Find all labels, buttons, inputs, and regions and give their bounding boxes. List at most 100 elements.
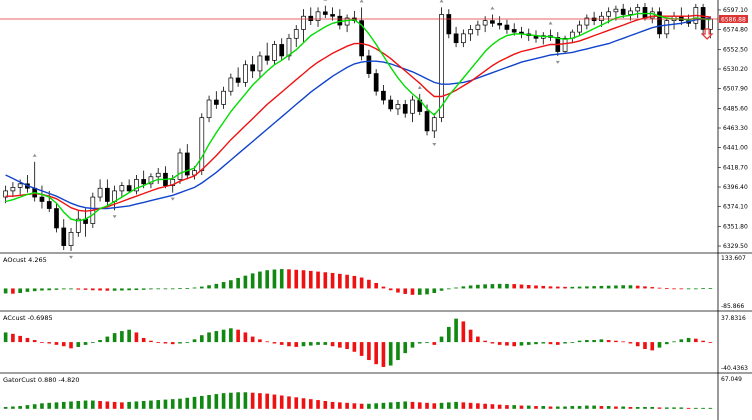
fractal-down-icon — [112, 215, 117, 219]
ma-fast-line — [5, 12, 711, 222]
histogram-bar — [40, 342, 44, 343]
fractal-down-icon — [170, 197, 175, 201]
candle-body — [395, 104, 401, 110]
histogram-bar — [425, 342, 429, 343]
candle — [475, 20, 481, 36]
histogram-bar — [250, 273, 255, 289]
histogram-bar — [69, 288, 73, 290]
candle — [279, 38, 285, 61]
histogram-bar — [47, 288, 52, 291]
histogram-bar — [272, 394, 277, 409]
candle-body — [439, 14, 444, 119]
histogram-bar — [112, 333, 117, 343]
histogram-bar — [410, 401, 415, 409]
histogram-bar — [505, 283, 509, 289]
gator-histogram — [3, 392, 713, 409]
candle — [228, 73, 234, 96]
histogram-bar — [476, 336, 480, 343]
candle — [272, 40, 277, 65]
histogram-bar — [672, 288, 676, 290]
histogram-bar — [381, 286, 386, 289]
histogram-bar — [585, 405, 589, 409]
main-price-chart[interactable] — [0, 0, 718, 259]
candle-body — [431, 117, 437, 132]
candle-body — [584, 17, 590, 26]
candle — [395, 100, 401, 116]
price-tick-label: 6507.90 — [723, 86, 748, 93]
histogram-bar — [18, 335, 22, 343]
ao-oscillator-panel[interactable]: AOcust 4.265 133.607 -85.866 — [3, 255, 746, 310]
candle — [322, 5, 328, 18]
histogram-bar — [468, 402, 473, 409]
candle-body — [170, 179, 176, 186]
histogram-bar — [606, 340, 611, 343]
histogram-bar — [701, 407, 705, 409]
ao-max-label: 133.607 — [721, 255, 746, 262]
price-tick-label: 6530.20 — [723, 66, 748, 73]
price-tick-labels: 6597.10 6574.80 6552.50 6530.20 6507.90 6485.… — [718, 7, 748, 250]
price-tick-label: 6418.70 — [723, 164, 748, 171]
histogram-bar — [490, 284, 495, 289]
ao-label: AOcust 4.265 — [3, 256, 47, 264]
ac-oscillator-panel[interactable]: ACcust -0.6985 37.8316 -40.4363 — [3, 314, 748, 372]
candle — [148, 173, 154, 189]
histogram-bar — [374, 403, 378, 409]
candle-body — [606, 11, 612, 17]
histogram-bar — [287, 269, 291, 289]
histogram-bar — [32, 340, 37, 343]
histogram-bar — [447, 288, 451, 290]
candle — [75, 210, 81, 237]
histogram-bar — [679, 407, 684, 409]
sell-arrow — [700, 28, 714, 40]
histogram-bar — [621, 341, 625, 343]
histogram-bar — [570, 286, 575, 289]
histogram-bar — [650, 287, 655, 289]
histogram-bar — [192, 339, 197, 343]
histogram-bar — [606, 406, 611, 409]
candle — [184, 144, 190, 180]
candle-body — [322, 11, 328, 15]
candle — [664, 17, 670, 39]
histogram-bar — [497, 342, 502, 345]
candle-body — [293, 29, 299, 39]
histogram-bar — [279, 342, 284, 345]
candle-body — [402, 104, 408, 114]
histogram-bar — [461, 402, 466, 409]
price-axis[interactable]: 6597.10 6574.80 6552.50 6530.20 6507.90 6485.… — [717, 0, 748, 420]
candle — [54, 203, 59, 233]
histogram-bar — [250, 392, 255, 409]
price-tick-label: 6374.10 — [723, 204, 748, 211]
histogram-bar — [156, 288, 161, 290]
histogram-bar — [258, 339, 262, 343]
histogram-bar — [185, 287, 190, 289]
histogram-bar — [563, 342, 567, 344]
histogram-bar — [54, 288, 59, 290]
histogram-bar — [352, 403, 357, 409]
gator-oscillator-panel[interactable]: GatorCust 0.880 -4.820 67.049 — [3, 376, 742, 409]
candle — [46, 190, 52, 213]
candle-body — [264, 55, 270, 61]
candle-body — [453, 33, 459, 44]
histogram-bar — [417, 402, 422, 409]
histogram-bar — [330, 342, 335, 347]
histogram-bar — [679, 339, 684, 343]
histogram-bar — [185, 397, 190, 409]
histogram-bar — [185, 342, 190, 343]
histogram-bar — [323, 272, 328, 289]
histogram-bar — [76, 288, 81, 290]
histogram-bar — [258, 393, 262, 409]
candle — [61, 219, 67, 250]
histogram-bar — [381, 342, 386, 367]
histogram-bar — [461, 286, 466, 289]
histogram-bar — [163, 342, 168, 344]
candle-body — [134, 179, 139, 192]
histogram-bar — [396, 342, 400, 361]
candle-body — [511, 29, 517, 33]
candle — [155, 167, 161, 184]
histogram-bar — [11, 406, 15, 409]
histogram-bar — [18, 288, 22, 293]
histogram-bar — [221, 393, 226, 409]
histogram-bar — [454, 287, 458, 289]
histogram-bar — [330, 401, 335, 409]
